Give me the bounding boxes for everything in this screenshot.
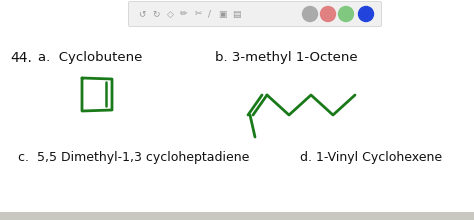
Circle shape [320,7,336,22]
Text: 44.: 44. [10,51,32,65]
Circle shape [302,7,318,22]
Text: ✏: ✏ [180,9,188,18]
Bar [0,212,474,220]
Text: /: / [209,9,211,18]
Text: a.  Cyclobutene: a. Cyclobutene [38,51,142,64]
Text: ▤: ▤ [232,9,240,18]
Text: ▣: ▣ [218,9,226,18]
Text: ◇: ◇ [166,9,173,18]
Circle shape [358,7,374,22]
Text: ✂: ✂ [194,9,202,18]
Text: c.  5,5 Dimethyl-1,3 cycloheptadiene: c. 5,5 Dimethyl-1,3 cycloheptadiene [18,152,249,165]
Text: b. 3-methyl 1-Octene: b. 3-methyl 1-Octene [215,51,357,64]
Circle shape [338,7,354,22]
Text: d. 1-Vinyl Cyclohexene: d. 1-Vinyl Cyclohexene [300,152,442,165]
FancyBboxPatch shape [128,2,382,26]
Text: ↺: ↺ [138,9,146,18]
Text: ↻: ↻ [152,9,160,18]
